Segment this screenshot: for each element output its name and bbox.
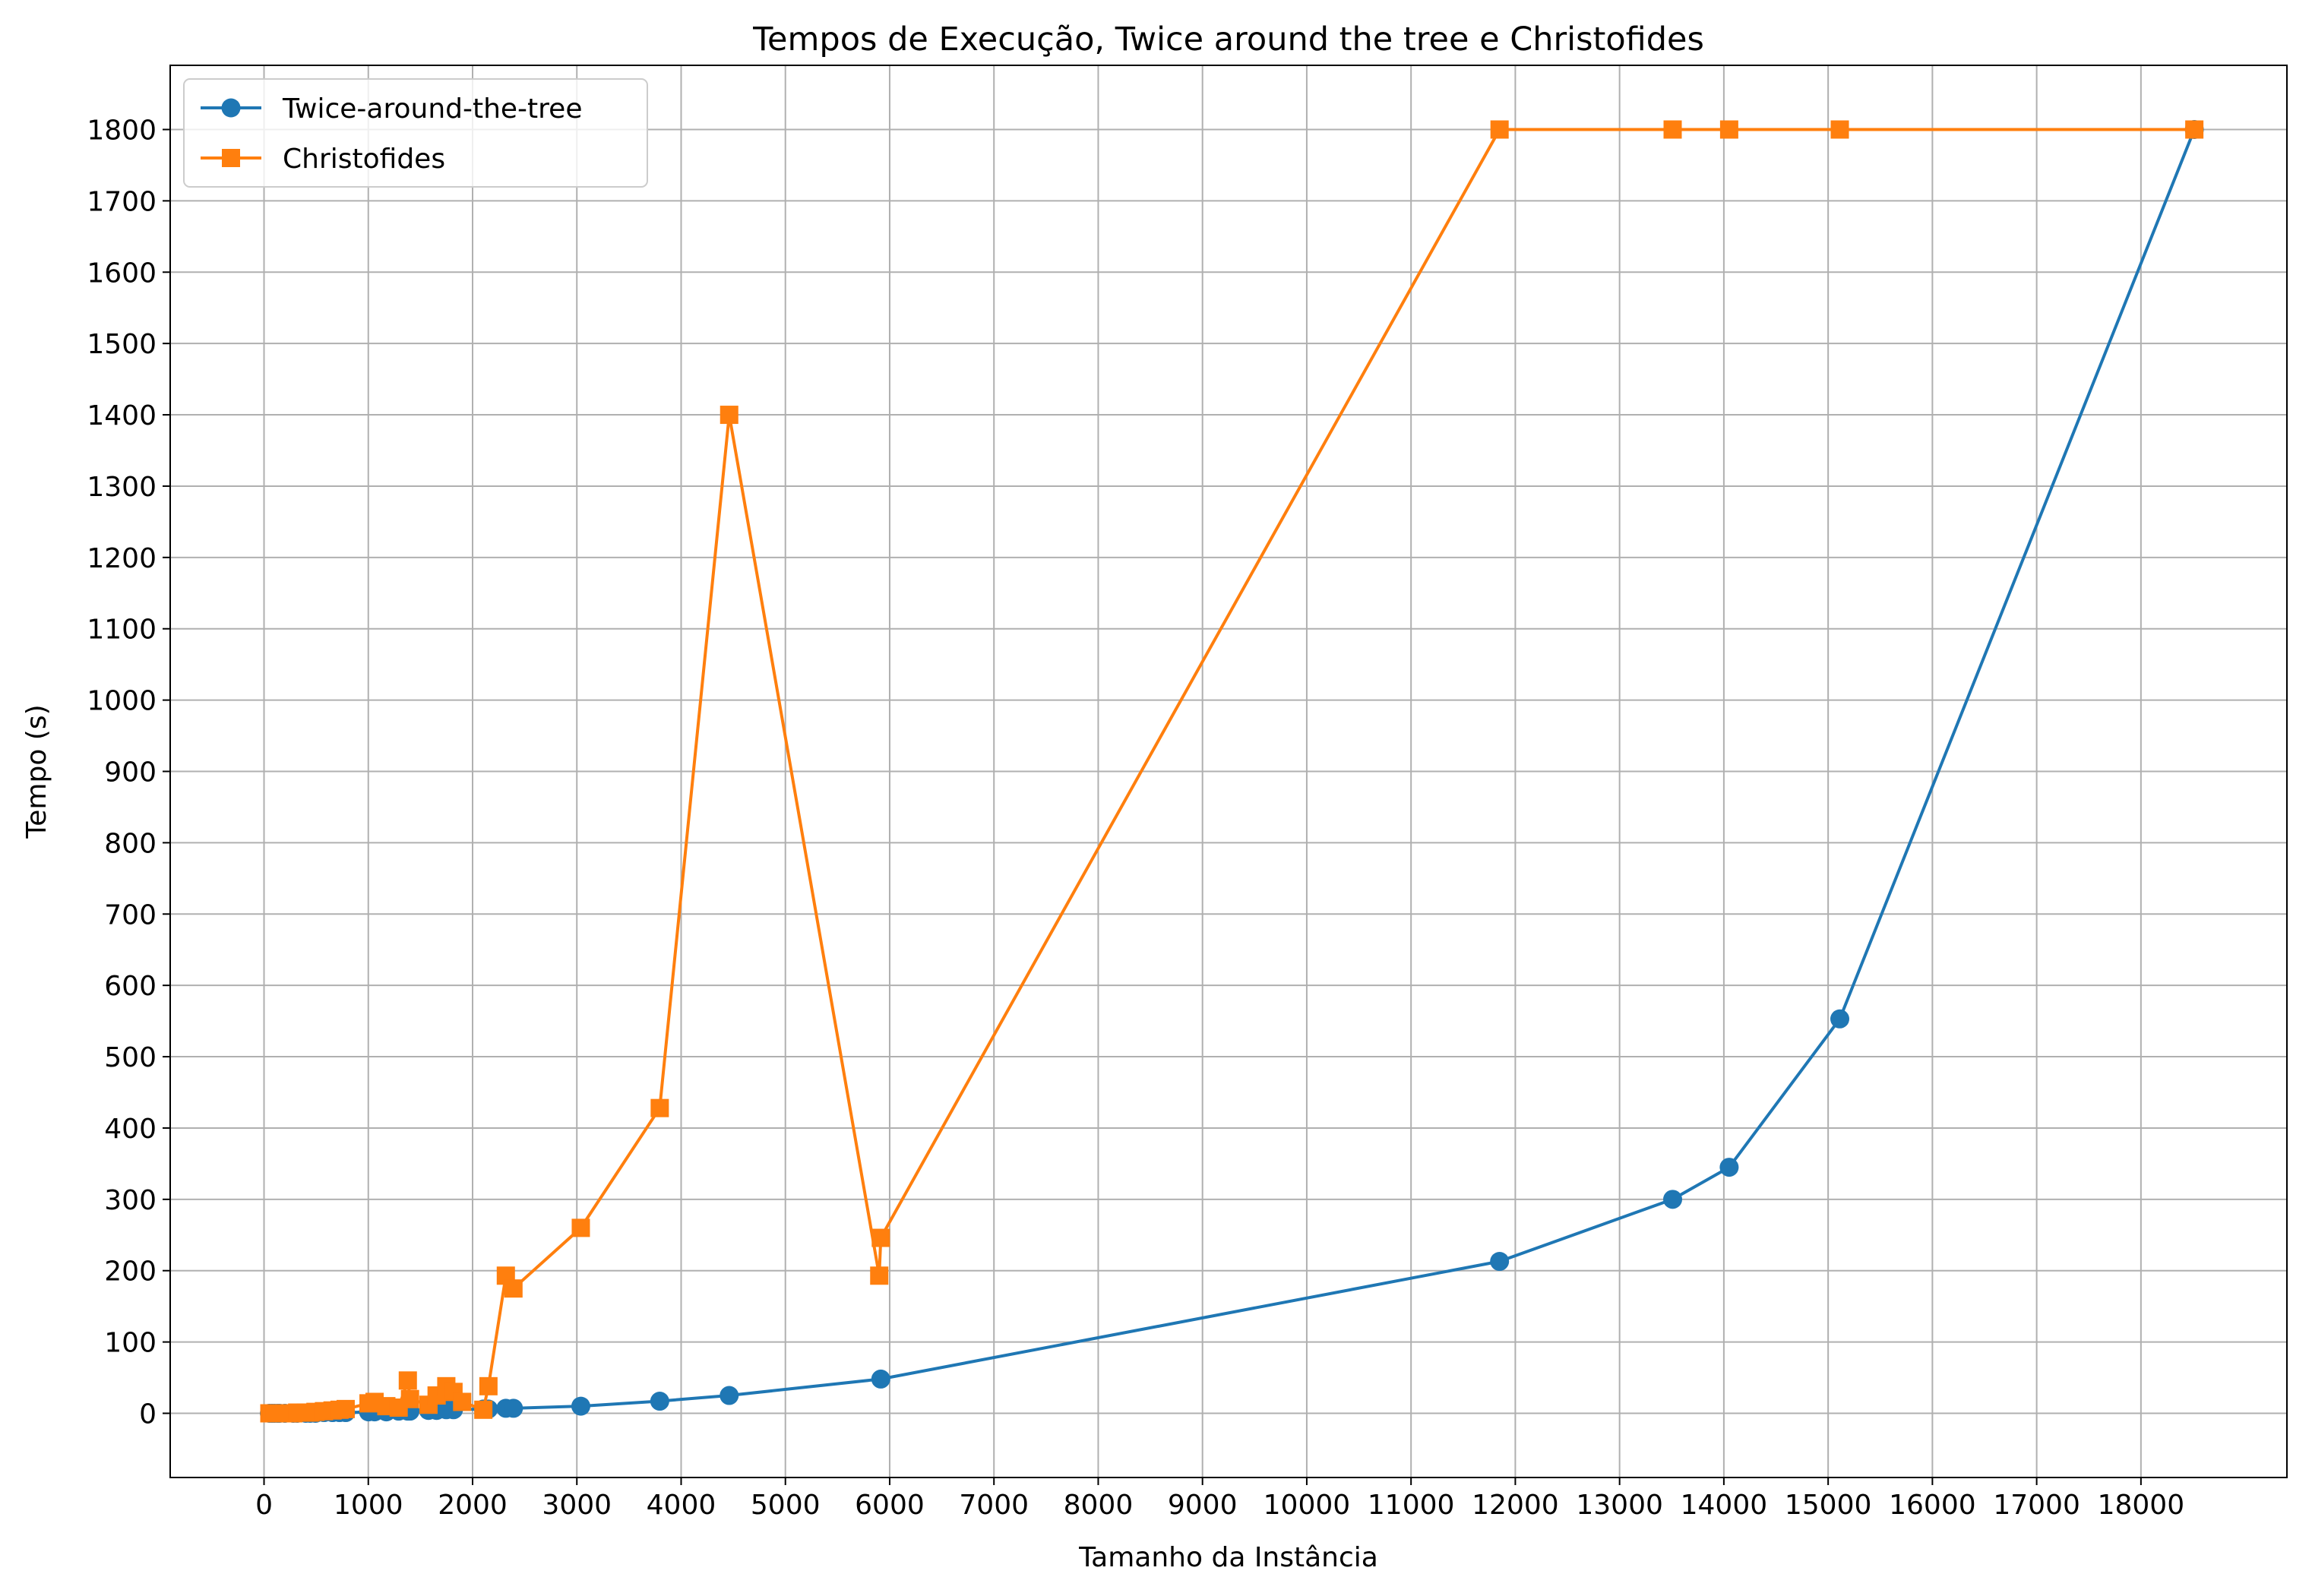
- legend-label: Christofides: [283, 144, 445, 175]
- x-tick-label: 14000: [1681, 1490, 1768, 1521]
- y-tick-label: 800: [104, 828, 157, 859]
- x-axis-label: Tamanho da Instância: [1078, 1542, 1378, 1573]
- y-tick-label: 600: [104, 971, 157, 1002]
- x-tick-label: 8000: [1064, 1490, 1134, 1521]
- x-tick-label: 5000: [751, 1490, 821, 1521]
- axis-ticks: 0 1000 2000 3000 4000 5000 6000 7000 8000 9000 100…: [87, 115, 2184, 1522]
- data-point: [571, 1218, 590, 1237]
- legend-marker: [222, 149, 240, 167]
- y-tick-label: 1600: [87, 258, 157, 289]
- data-point: [650, 1392, 669, 1411]
- legend-box: [183, 78, 648, 188]
- y-tick-label: 1300: [87, 472, 157, 503]
- y-tick-label: 400: [104, 1114, 157, 1145]
- data-point: [1830, 120, 1849, 139]
- x-tick-label: 9000: [1168, 1490, 1238, 1521]
- data-point: [1830, 1009, 1850, 1029]
- data-point: [1490, 120, 1509, 139]
- legend-label: Twice-around-the-tree: [282, 93, 582, 125]
- chart-title: Tempos de Execução, Twice around the tre…: [752, 21, 1704, 58]
- y-tick-label: 1700: [87, 186, 157, 217]
- series-layer: [260, 120, 2204, 1423]
- legend-item: Christofides: [201, 144, 445, 175]
- y-tick-label: 200: [104, 1256, 157, 1288]
- data-point: [870, 1266, 889, 1285]
- x-tick-label: 10000: [1264, 1490, 1351, 1521]
- data-point: [474, 1400, 493, 1419]
- legend-marker: [221, 98, 241, 118]
- y-tick-label: 1000: [87, 686, 157, 717]
- y-tick-label: 1100: [87, 615, 157, 646]
- y-tick-label: 1800: [87, 115, 157, 147]
- data-point: [504, 1398, 523, 1418]
- y-axis-label: Tempo (s): [21, 704, 52, 839]
- y-tick-label: 300: [104, 1185, 157, 1216]
- data-point: [720, 1386, 739, 1405]
- y-tick-label: 100: [104, 1328, 157, 1359]
- data-point: [2185, 120, 2204, 139]
- data-point: [453, 1392, 472, 1411]
- legend-item: Twice-around-the-tree: [201, 93, 582, 125]
- data-point: [571, 1396, 590, 1416]
- x-tick-label: 4000: [647, 1490, 716, 1521]
- data-point: [400, 1389, 419, 1408]
- data-point: [650, 1098, 669, 1117]
- y-tick-label: 1200: [87, 543, 157, 574]
- data-point: [504, 1279, 523, 1298]
- x-tick-label: 16000: [1889, 1490, 1976, 1521]
- y-tick-label: 900: [104, 757, 157, 789]
- data-point: [1663, 1190, 1683, 1209]
- data-point: [336, 1399, 355, 1418]
- y-tick-label: 1500: [87, 329, 157, 360]
- data-point: [479, 1376, 498, 1395]
- x-tick-label: 15000: [1785, 1490, 1872, 1521]
- x-tick-label: 11000: [1368, 1490, 1455, 1521]
- y-tick-label: 0: [139, 1399, 157, 1430]
- series-christofides: [260, 120, 2204, 1423]
- data-point: [1490, 1252, 1510, 1272]
- x-tick-label: 13000: [1576, 1490, 1663, 1521]
- data-point: [871, 1228, 890, 1247]
- data-point: [1663, 120, 1682, 139]
- data-point: [720, 406, 739, 425]
- y-tick-label: 700: [104, 899, 157, 931]
- x-tick-label: 0: [255, 1490, 273, 1521]
- x-tick-label: 7000: [959, 1490, 1029, 1521]
- x-tick-label: 1000: [334, 1490, 403, 1521]
- x-tick-label: 3000: [542, 1490, 612, 1521]
- legend: Twice-around-the-tree Christofides: [183, 78, 648, 188]
- x-tick-label: 2000: [438, 1490, 508, 1521]
- data-point: [1719, 120, 1738, 139]
- plot-frame: [169, 65, 2288, 1478]
- data-point: [398, 1371, 417, 1390]
- x-tick-label: 17000: [1993, 1490, 2080, 1521]
- y-tick-label: 500: [104, 1042, 157, 1073]
- x-tick-label: 12000: [1472, 1490, 1559, 1521]
- data-point: [871, 1369, 890, 1389]
- x-tick-label: 6000: [855, 1490, 925, 1521]
- data-point: [1719, 1158, 1739, 1177]
- y-tick-label: 1400: [87, 400, 157, 431]
- x-tick-label: 18000: [2098, 1490, 2185, 1521]
